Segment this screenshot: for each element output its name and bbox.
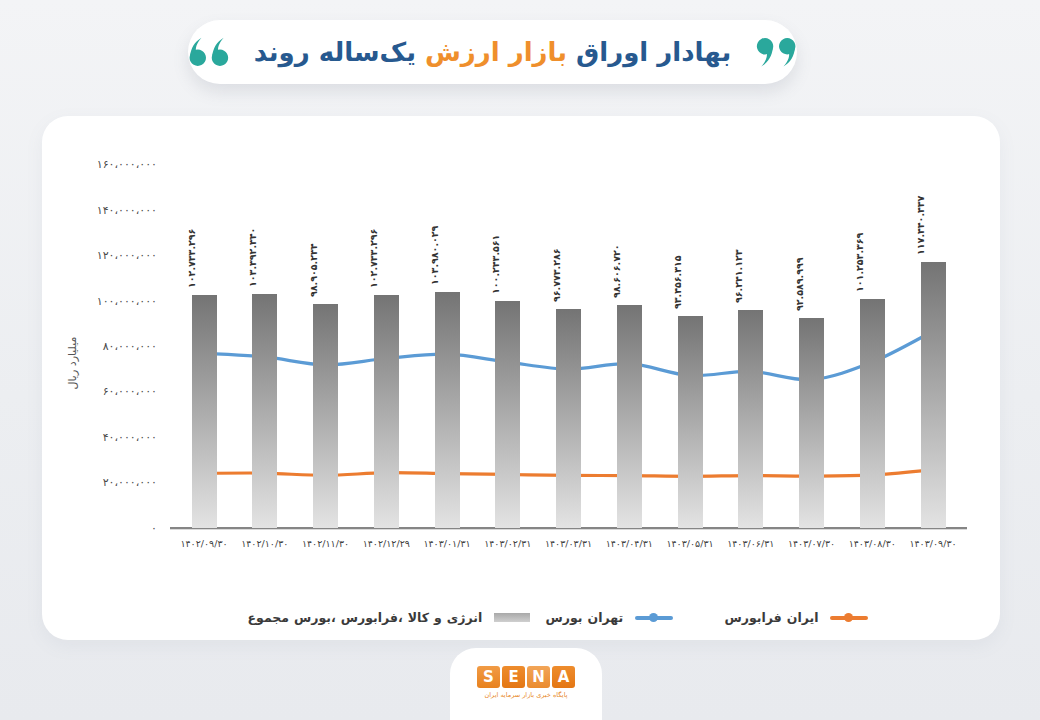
- bar: [313, 304, 338, 529]
- legend-item-total: مجموعبورس،فرابورس،کالاوانرژی: [245, 610, 530, 625]
- logo-tile-n: N: [527, 666, 550, 688]
- x-tick-label: ۱۴۰۳/۰۲/۳۱: [484, 538, 531, 549]
- y-tick-label: ۱۶۰،۰۰۰،۰۰۰: [97, 158, 157, 171]
- bar-value-label: ۱۱۷.۴۴۰.۴۳۷: [915, 196, 927, 255]
- logo-tile-s: S: [477, 666, 500, 688]
- y-tick-label: ۱۲۰،۰۰۰،۰۰۰: [97, 249, 157, 262]
- bar: [738, 310, 763, 528]
- bar-value-label: ۱۰۲.۷۳۳.۲۹۶: [368, 229, 380, 288]
- bar-value-label: ۱۰۱.۲۵۳.۳۶۹: [854, 232, 866, 291]
- line-swatch-icon: [830, 613, 868, 623]
- legend-label: فرابورسایران: [722, 610, 821, 625]
- bar-swatch-icon: [494, 613, 530, 622]
- bar: [556, 309, 581, 529]
- bar-value-label: ۱۰۳.۹۸۰.۰۲۹: [429, 226, 441, 285]
- y-tick-label: ۲۰،۰۰۰،۰۰۰: [103, 476, 157, 489]
- y-tick-label: ۸۰،۰۰۰،۰۰۰: [103, 340, 157, 353]
- bar: [921, 262, 946, 529]
- x-tick-label: ۱۴۰۳/۰۴/۳۱: [606, 538, 653, 549]
- legend-label: بورستهران: [543, 610, 626, 625]
- bar: [678, 316, 703, 528]
- bar-value-label: ۱۰۳.۳۹۲.۳۴۰: [247, 227, 259, 286]
- bar-value-label: ۹۶.۷۷۳.۲۸۶: [551, 248, 563, 302]
- bar-value-label: ۱۰۰.۲۴۳.۵۶۱: [490, 235, 502, 294]
- y-tick-label: ۴۰،۰۰۰،۰۰۰: [103, 431, 157, 444]
- x-tick-label: ۱۴۰۳/۰۶/۳۱: [727, 538, 774, 549]
- bar: [374, 295, 399, 528]
- x-tick-label: ۱۴۰۳/۰۱/۳۱: [423, 538, 470, 549]
- bar: [252, 294, 277, 529]
- x-tick-label: ۱۴۰۳/۰۹/۳۰: [909, 538, 956, 549]
- bar-value-label: ۹۸.۹۰۵.۲۳۴: [308, 243, 320, 297]
- x-tick-label: ۱۴۰۳/۰۳/۳۱: [545, 538, 592, 549]
- y-tick-label: ۰: [151, 522, 157, 535]
- bar-value-label: ۹۶.۲۴۱.۱۲۳: [733, 249, 745, 303]
- x-tick-label: ۱۴۰۲/۰۹/۳۰: [180, 538, 227, 549]
- logo-tagline: پایگاه خبری بازار سرمایه ایران: [446, 691, 606, 699]
- x-tick-label: ۱۴۰۲/۱۲/۲۹: [363, 538, 410, 549]
- line-swatch-icon: [635, 613, 673, 623]
- sena-logo: S E N A: [477, 666, 575, 688]
- bar: [495, 301, 520, 529]
- y-tick-label: ۱۴۰،۰۰۰،۰۰۰: [97, 204, 157, 217]
- x-tick-label: ۱۴۰۳/۰۸/۳۰: [849, 538, 896, 549]
- bar-value-label: ۹۸.۶۰۶.۷۲۰: [611, 244, 623, 298]
- bar-value-label: ۱۰۲.۷۳۳.۲۹۶: [186, 229, 198, 288]
- logo-tile-e: E: [502, 666, 525, 688]
- bar: [435, 292, 460, 528]
- bar-value-label: ۹۳.۴۵۶.۳۱۵: [672, 256, 684, 310]
- legend-item-tehran: بورستهران: [543, 610, 673, 625]
- bar-value-label: ۹۲.۵۸۹.۹۹۹: [794, 258, 806, 312]
- legend-item-farabourse: فرابورسایران: [722, 610, 868, 625]
- legend-label: مجموعبورس،فرابورس،کالاوانرژی: [245, 610, 485, 625]
- logo-tile-a: A: [552, 666, 575, 688]
- bar: [617, 305, 642, 529]
- x-tick-label: ۱۴۰۳/۰۵/۳۱: [666, 538, 713, 549]
- y-tick-label: ۱۰۰،۰۰۰،۰۰۰: [97, 295, 157, 308]
- y-tick-label: ۶۰،۰۰۰،۰۰۰: [103, 385, 157, 398]
- infographic-page: روندیک‌سالهارزشبازاراوراقبهادار میلیارد …: [0, 0, 1040, 720]
- legend: مجموعبورس،فرابورس،کالاوانرژی بورستهران ف…: [0, 610, 1040, 634]
- bar: [860, 299, 885, 529]
- x-tick-label: ۱۴۰۲/۱۰/۳۰: [241, 538, 288, 549]
- bar: [799, 318, 824, 528]
- x-tick-label: ۱۴۰۲/۱۱/۳۰: [302, 538, 349, 549]
- bar: [192, 295, 217, 528]
- x-tick-label: ۱۴۰۳/۰۷/۳۰: [788, 538, 835, 549]
